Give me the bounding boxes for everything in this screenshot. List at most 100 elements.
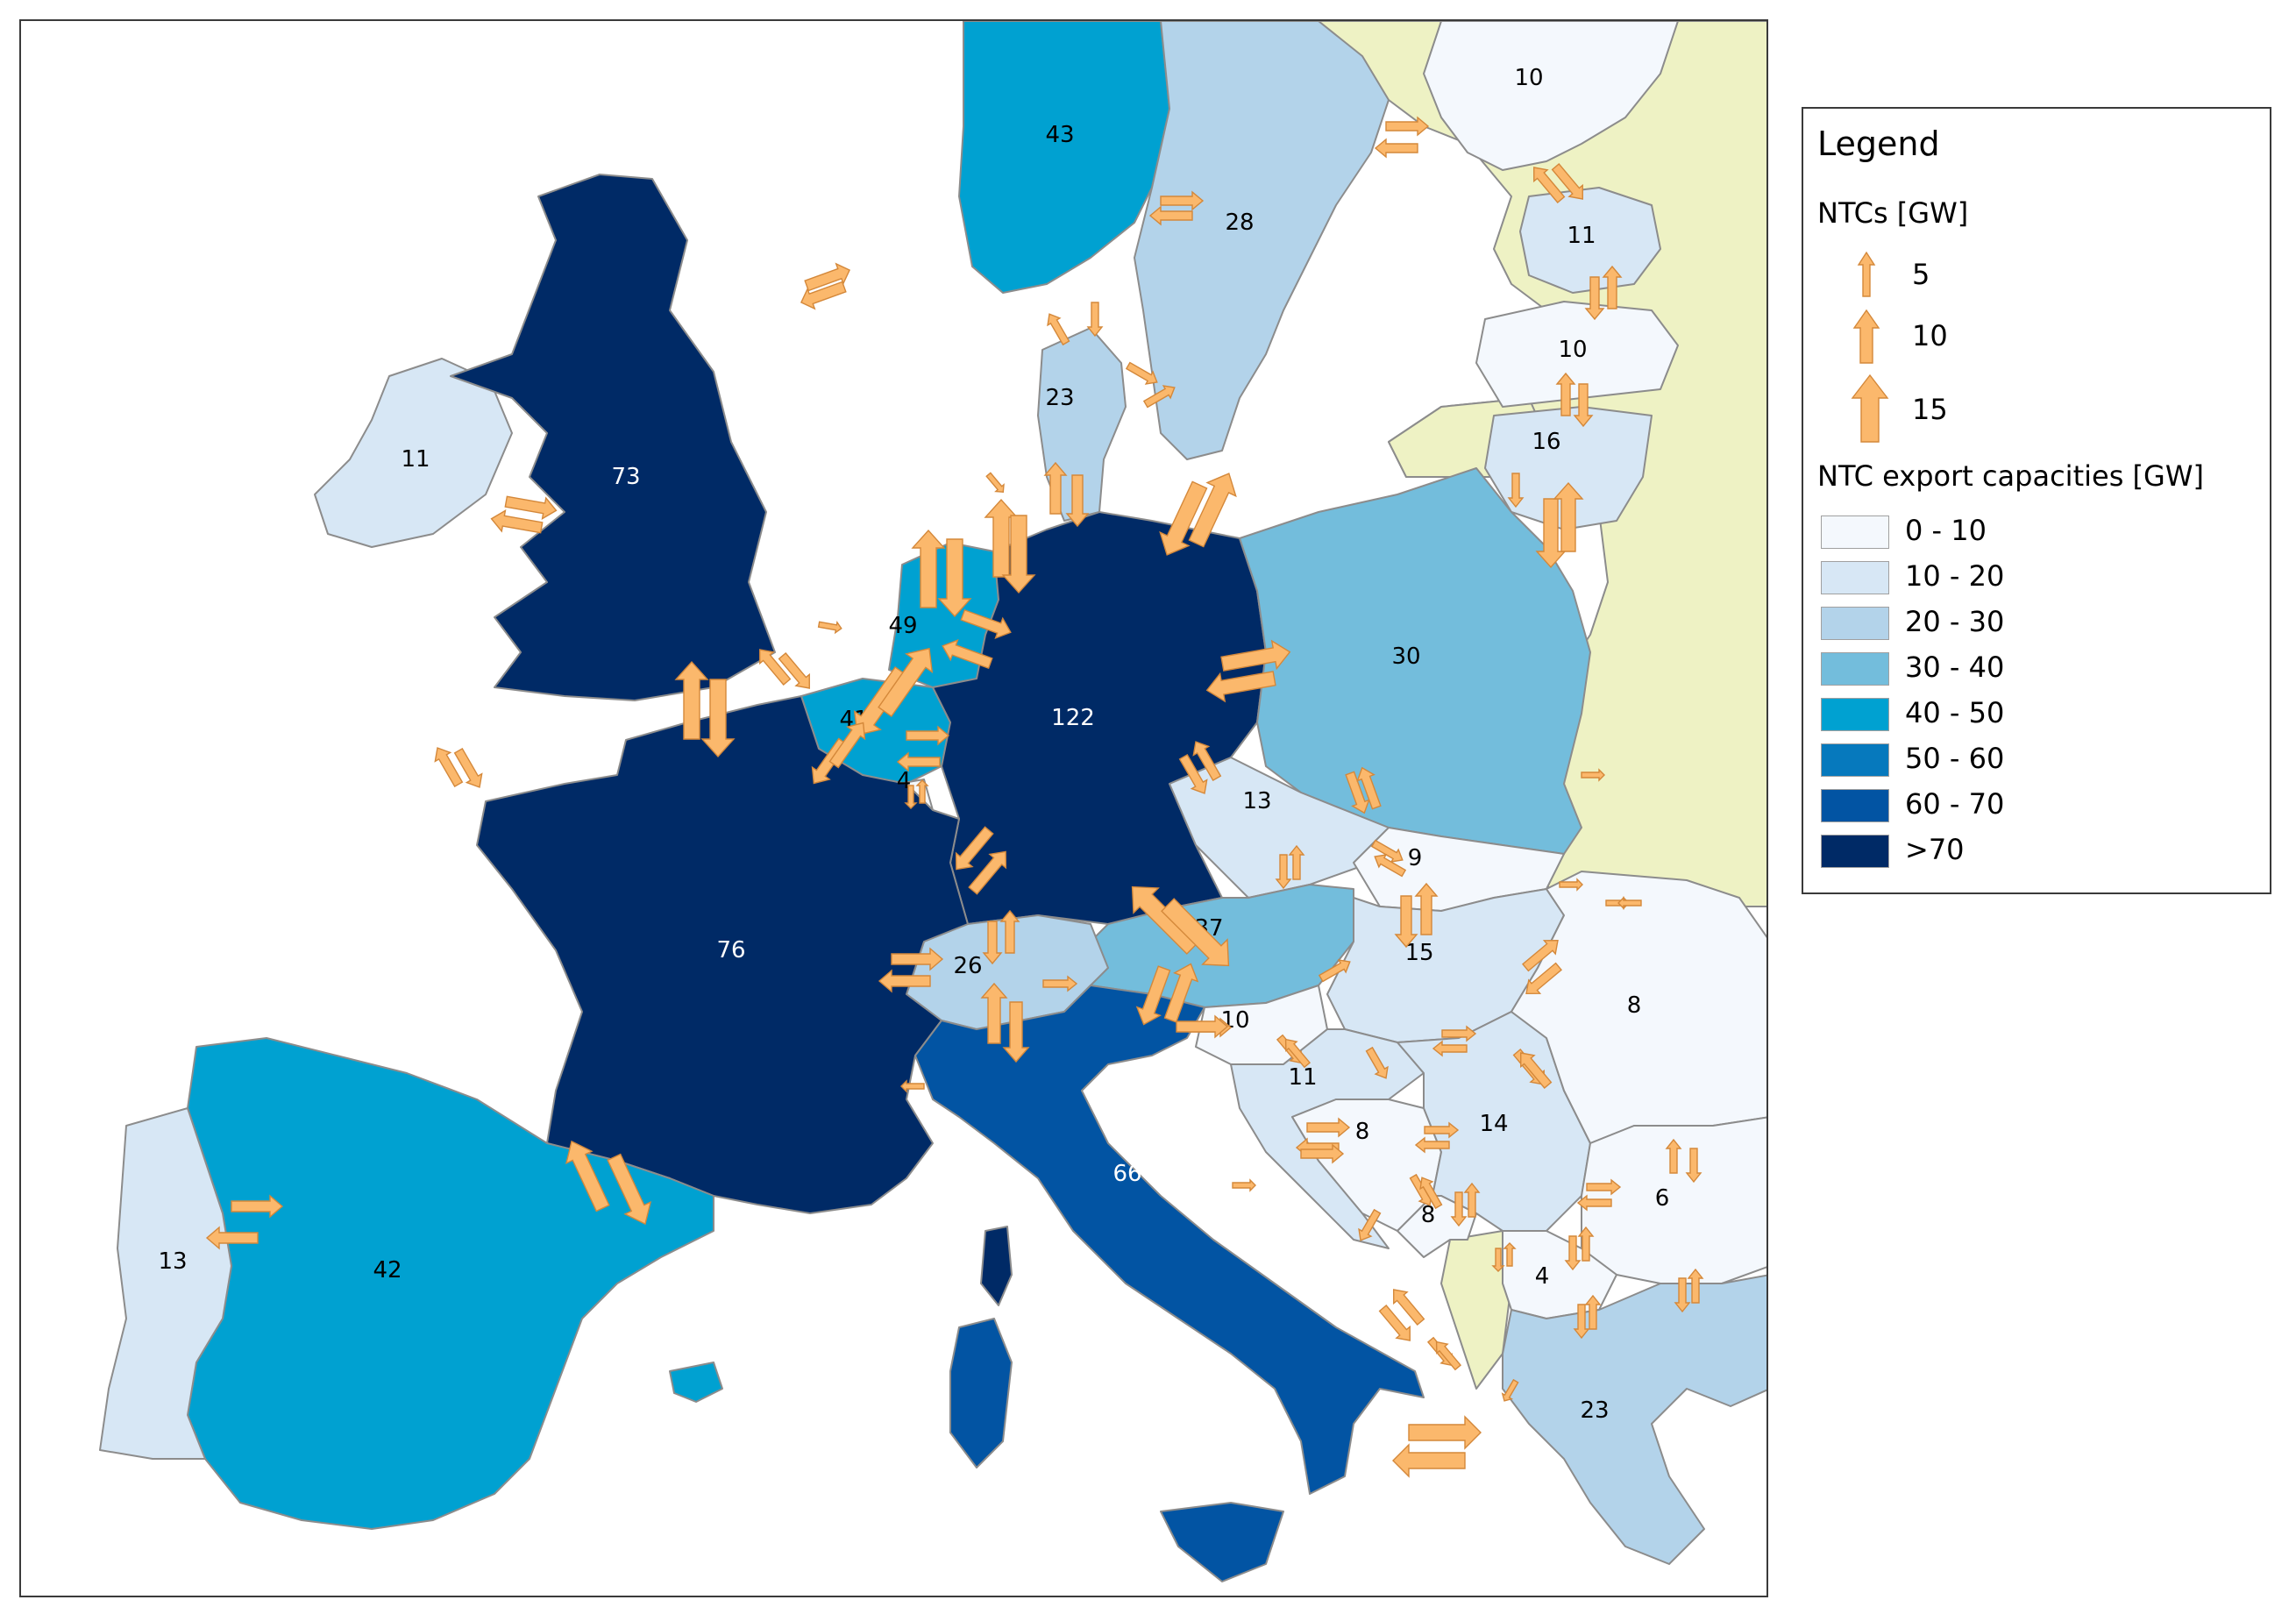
- ntc-arrow-lu-2: [915, 779, 929, 804]
- region-label-bosnia: 8: [1355, 1119, 1370, 1145]
- legend-class-2-label: 20 - 30: [1905, 605, 2005, 638]
- ntc-arrow-ba-me-2: [1419, 1177, 1443, 1210]
- ntc-arrow-de-pl-2: [1205, 671, 1276, 703]
- ntc-arrow-no-se-2: [1148, 205, 1193, 226]
- ntc-arrow-nl-de-2: [937, 538, 972, 618]
- ntc-arrow-es-pt-2: [205, 1226, 259, 1250]
- region-labels: 11 73 43 28 10 11 10 16 23 49 41 4 122 3…: [158, 65, 1669, 1424]
- ntc-arrow-rs-mk-1: [1564, 1235, 1582, 1271]
- legend-ntc-10: 10: [1817, 309, 2080, 370]
- ntc-arrow-lt-pl-1: [1535, 498, 1567, 569]
- ntc-arrow-ch-it-2: [1002, 1001, 1030, 1063]
- ntc-arrow-al-gr: [1501, 1378, 1519, 1402]
- region-label-ireland: 11: [401, 446, 430, 473]
- ntc-arrow-ee-lv-2: [1602, 265, 1623, 309]
- ntc-arrow-fr-de-2: [968, 850, 1007, 895]
- region-label-denmark: 23: [1045, 385, 1074, 411]
- region-label-portugal: 13: [158, 1248, 187, 1275]
- region-label-sweden: 28: [1225, 210, 1254, 236]
- region-italy[interactable]: [914, 985, 1425, 1495]
- ntc-arrow-se-fi-2: [1374, 138, 1418, 159]
- ntc-arrow-gb-no-1: [804, 262, 851, 292]
- legend-class-0: 0 - 10: [1817, 510, 2256, 551]
- ntc-arrow-at-it-1: [1135, 965, 1171, 1026]
- legend-ntc-15: 15: [1817, 373, 2080, 443]
- legend-swatch-5: [1821, 743, 1889, 777]
- ntc-arrow-fr-ch-1: [891, 947, 944, 971]
- region-label-luxembourg: 4: [897, 768, 912, 794]
- ntc-arrow-be-nl-2: [878, 647, 934, 717]
- legend-class-4-label: 40 - 50: [1905, 696, 2005, 729]
- legend-ntc-10-label: 10: [1912, 319, 1948, 352]
- ntc-arrow-ch-de-1: [982, 921, 1003, 965]
- ntc-arrow-gb-be-2: [778, 652, 810, 689]
- ntc-arrow-de-dk-2: [1065, 474, 1090, 528]
- region-sweden[interactable]: [1134, 21, 1390, 460]
- ntc-arrow-no-se-1: [1160, 190, 1205, 211]
- ntc-arrow-it-gr-1: [1408, 1415, 1482, 1450]
- legend-export-title: NTC export capacities [GW]: [1817, 459, 2204, 493]
- region-portugal[interactable]: [99, 1107, 232, 1460]
- ntc-arrow-at-it-2: [1163, 963, 1199, 1023]
- ntc-arrow-rs-ba-1: [1424, 1121, 1460, 1139]
- ntc-arrow-fr-es-2: [607, 1153, 652, 1226]
- region-sicily[interactable]: [1160, 1502, 1284, 1582]
- ntc-arrow-rs-bg-1: [1586, 1178, 1622, 1196]
- region-finland[interactable]: [1423, 21, 1679, 171]
- region-label-great-britain: 73: [611, 464, 640, 490]
- ntc-arrow-nl-de-3: [960, 608, 1012, 639]
- ntc-arrow-sk-hu-2: [1414, 882, 1439, 935]
- ntc-arrow-bg-gr-1: [1674, 1277, 1691, 1313]
- region-label-estonia: 11: [1567, 223, 1596, 249]
- ntc-arrow-mk-gr-1: [1573, 1304, 1590, 1340]
- legend-class-3-label: 30 - 40: [1905, 651, 2005, 684]
- ntc-arrow-pl-cz-1: [1345, 771, 1370, 814]
- region-label-greece: 23: [1580, 1397, 1609, 1424]
- ntc-arrow-ba-hr-coast-1: [1300, 1143, 1345, 1164]
- region-label-germany: 122: [1051, 705, 1095, 731]
- region-label-hungary: 15: [1404, 940, 1433, 966]
- ntc-arrow-de-pl-1: [1220, 639, 1291, 672]
- region-sardinia[interactable]: [949, 1318, 1013, 1468]
- ntc-arrow-mk-gr-2: [1584, 1294, 1602, 1330]
- ntc-arrow-hu-ro-1: [1522, 940, 1559, 972]
- ntc-arrow-ro-md-2: [1617, 896, 1642, 910]
- ntc-arrow-al-me-1: [1491, 1248, 1505, 1272]
- ntc-arrow-sk-hu-1: [1394, 895, 1418, 949]
- region-poland[interactable]: [1239, 467, 1591, 855]
- ntc-arrow-no-dk-2: [1086, 302, 1104, 338]
- region-great-britain[interactable]: [450, 174, 776, 701]
- ntc-arrow-ch-at: [1042, 975, 1078, 992]
- ntc-arrow-lt-pl-2: [1553, 481, 1584, 552]
- region-greece[interactable]: [1502, 1274, 1768, 1565]
- legend: Legend NTCs [GW] 5 10 15 NTC export capa…: [1802, 107, 2271, 894]
- ntc-arrow-be-de-2: [896, 751, 941, 772]
- ntc-arrow-gb-ie-2: [490, 508, 544, 534]
- ntc-arrow-lv-lt-1: [1555, 372, 1576, 416]
- region-lithuania[interactable]: [1484, 406, 1653, 530]
- region-label-slovakia: 9: [1408, 845, 1423, 871]
- ntc-arrow-gb-ie-1: [504, 495, 558, 521]
- ntc-arrow-gb-no-2: [800, 281, 847, 310]
- region-label-italy: 66: [1112, 1161, 1141, 1187]
- ntc-arrow-lu-1: [904, 785, 918, 809]
- region-label-spain: 42: [373, 1257, 402, 1283]
- region-corsica[interactable]: [980, 1226, 1013, 1306]
- map-frame: 11 73 43 28 10 11 10 16 23 49 41 4 122 3…: [19, 19, 1768, 1597]
- legend-title: Legend: [1817, 124, 1940, 163]
- ntc-arrow-at-si-2: [1284, 1038, 1311, 1069]
- ntc-arrow-se-fi-1: [1385, 116, 1430, 137]
- ntc-arrow-it-me-1: [1378, 1305, 1411, 1341]
- ntc-arrow-rs-bg-2: [1576, 1194, 1612, 1212]
- region-estonia[interactable]: [1519, 187, 1661, 294]
- region-romania[interactable]: [1511, 871, 1768, 1144]
- legend-swatch-1: [1821, 561, 1889, 594]
- ntc-arrow-it-al-2: [1435, 1340, 1462, 1371]
- ntc-arrow-ee-lv-1: [1584, 276, 1605, 321]
- legend-class-6-label: 60 - 70: [1905, 787, 2005, 821]
- ntc-arrow-hr-me: [1358, 1208, 1382, 1241]
- region-label-czech-republic: 13: [1242, 788, 1271, 814]
- ntc-arrow-de-cz-2: [1192, 741, 1222, 782]
- region-label-switzerland: 26: [953, 953, 982, 979]
- region-balearic-islands[interactable]: [669, 1362, 723, 1403]
